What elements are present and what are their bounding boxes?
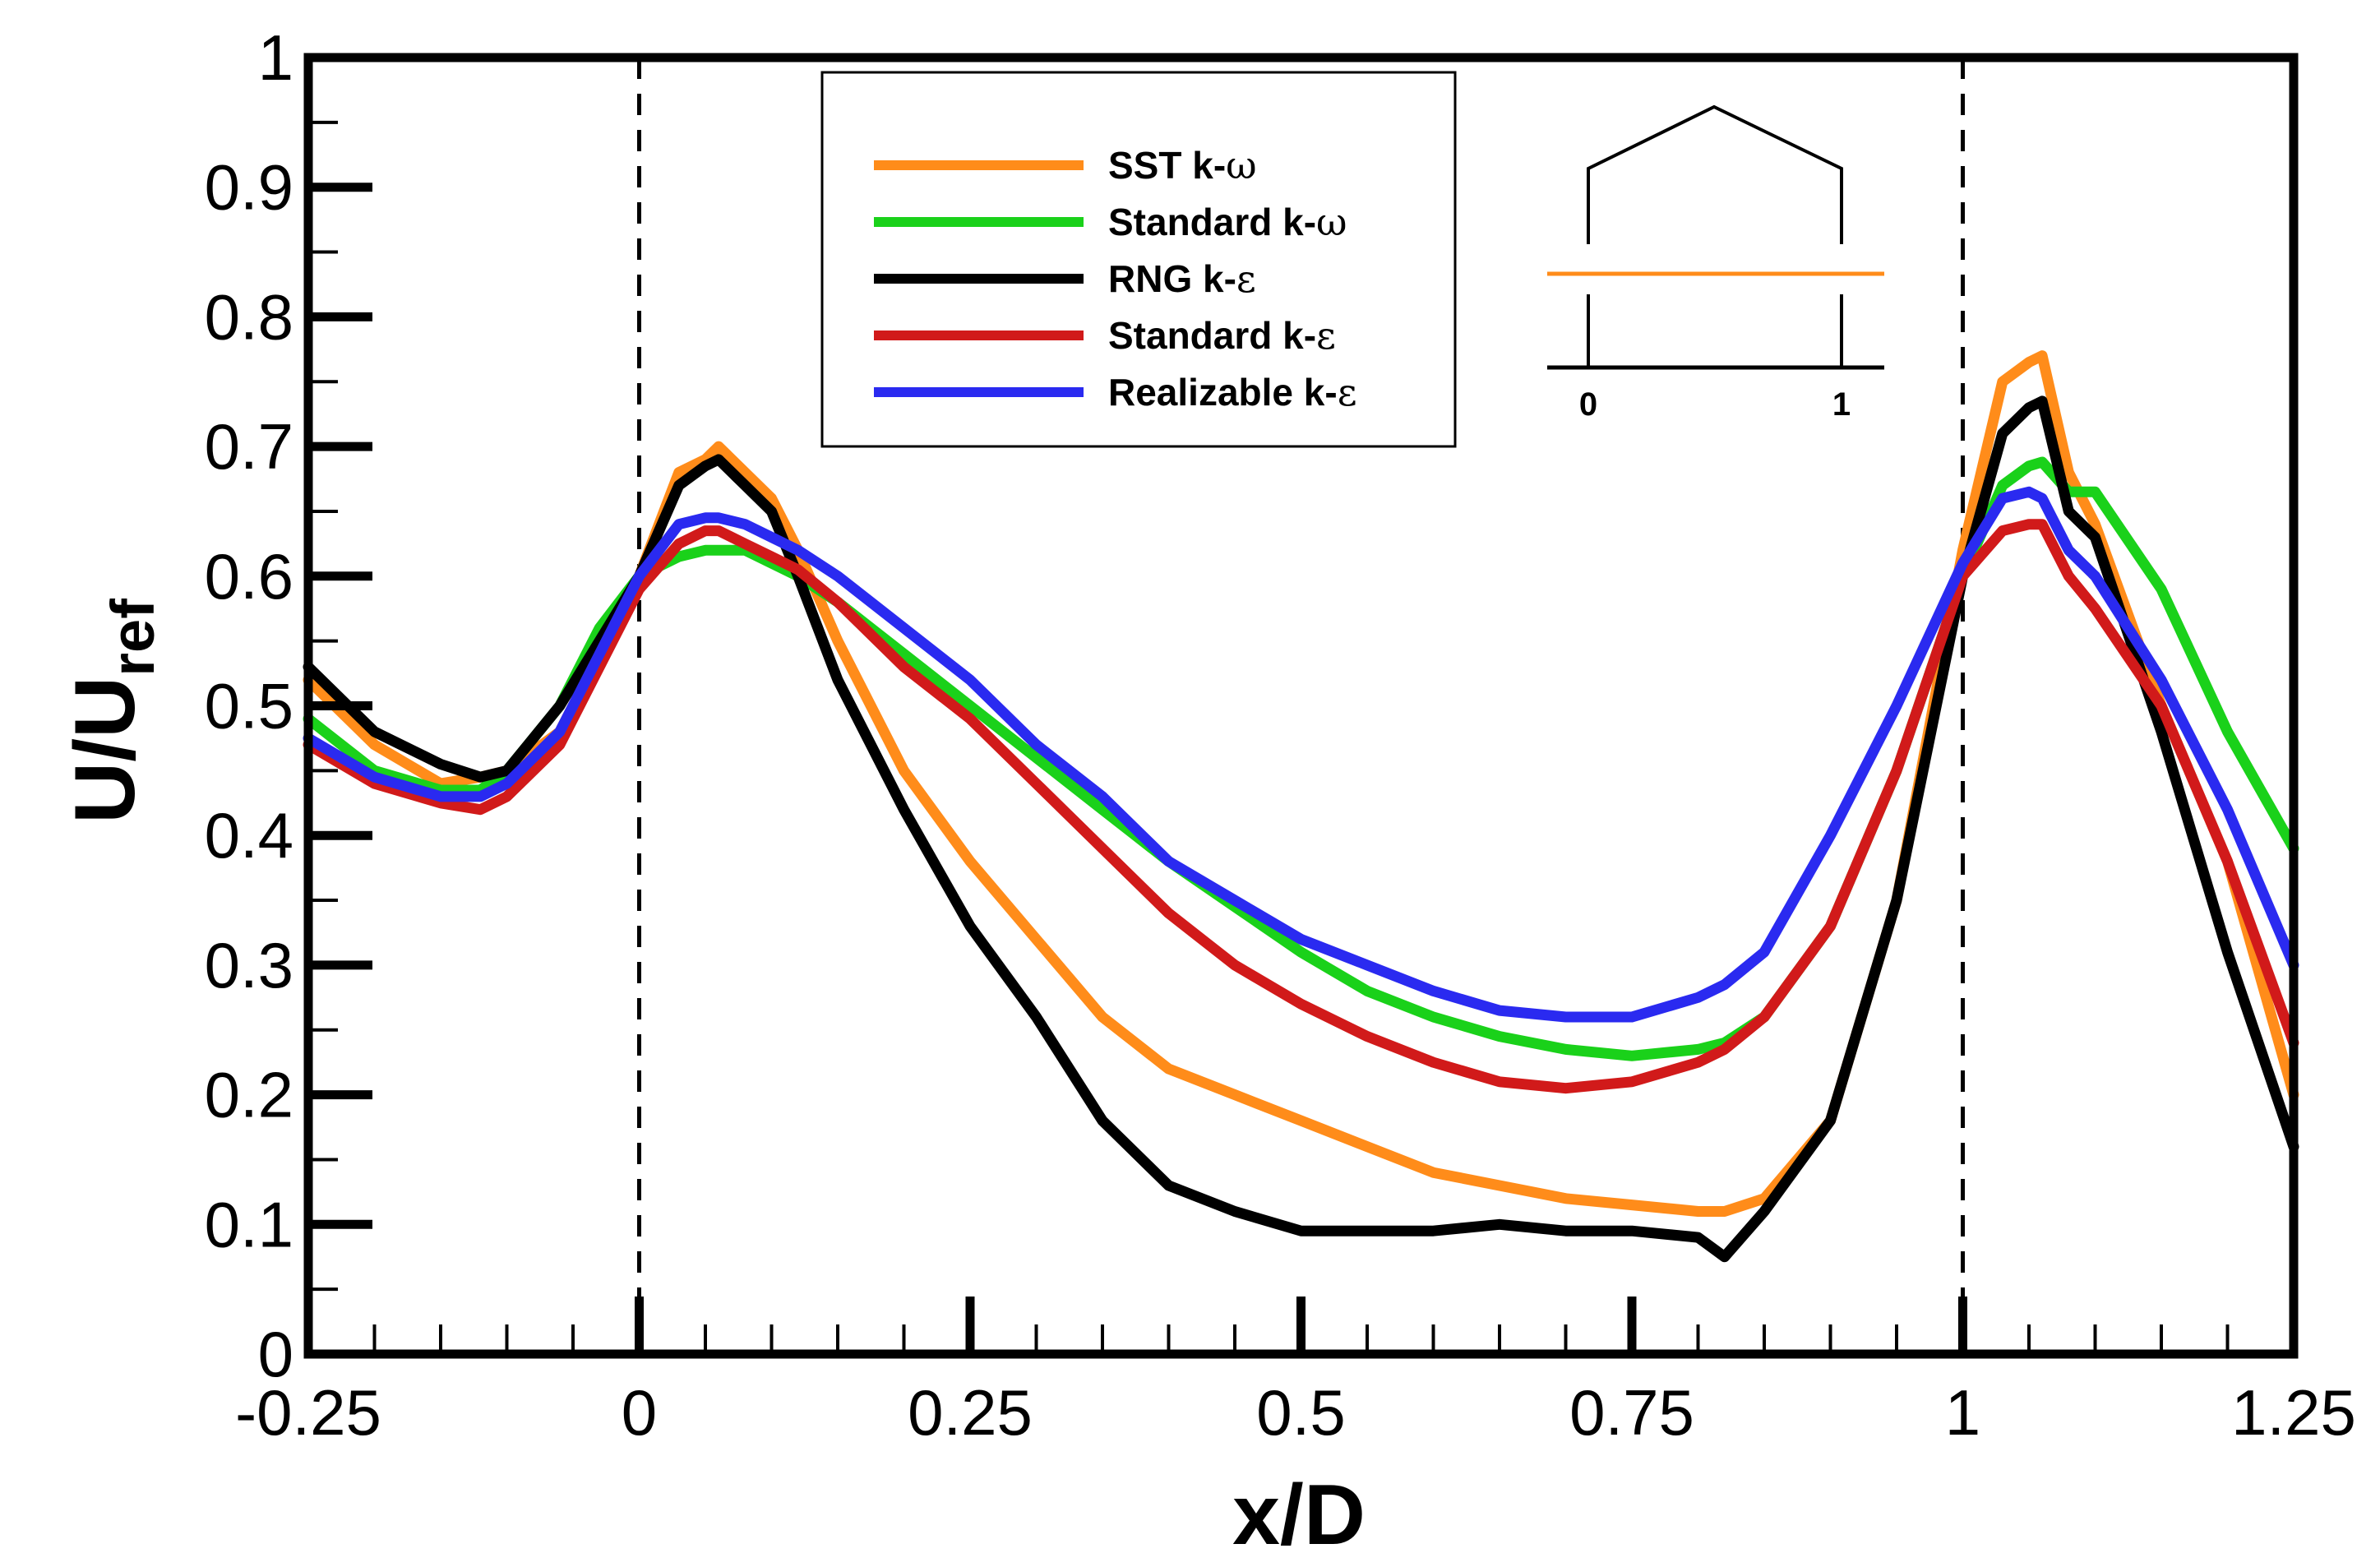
- legend-label-symbol: ω: [1316, 200, 1347, 244]
- inset-diagram: 0 1: [1547, 104, 1884, 423]
- inset-tick-label-0: 0: [1579, 386, 1597, 423]
- y-tick-label: 0.6: [205, 540, 293, 612]
- y-tick-label: 0.5: [205, 670, 293, 742]
- x-tick-label: -0.25: [235, 1376, 381, 1449]
- x-tick-label: 0.25: [908, 1376, 1033, 1449]
- axis-ticks: [303, 53, 2299, 1359]
- y-tick-label: 0.1: [205, 1188, 293, 1260]
- series-line-3: [303, 519, 2299, 1094]
- legend-box: [820, 71, 1457, 448]
- inset-tick-label-1: 1: [1832, 386, 1851, 423]
- x-axis-title: x/D: [1232, 1468, 1366, 1563]
- series-line-4: [303, 486, 2299, 1023]
- y-tick-label: 0.7: [205, 410, 293, 483]
- legend-label-1: Standard k-ω: [1108, 200, 1347, 244]
- y-tick-label: 0.9: [205, 151, 293, 224]
- legend-label-symbol: ε: [1316, 313, 1336, 358]
- series-group: [303, 350, 2299, 1263]
- legend-label-symbol: ε: [1338, 370, 1357, 414]
- legend-label-text: RNG k-: [1108, 257, 1236, 300]
- legend-label-0: SST k-ω: [1108, 143, 1257, 187]
- y-axis-title: U/Uref: [58, 599, 167, 824]
- x-tick-label: 0.5: [1256, 1376, 1345, 1449]
- y-axis-title-main: U/U: [58, 677, 153, 824]
- x-tick-labels: -0.25 0 0.25 0.5 0.75 1 1.25: [235, 1376, 2356, 1449]
- x-tick-label: 0: [622, 1376, 657, 1449]
- y-tick-label: 0.3: [205, 929, 293, 1001]
- series-line-0: [303, 350, 2299, 1217]
- series-line-2: [303, 395, 2299, 1263]
- legend-label-4: Realizable k-ε: [1108, 370, 1357, 414]
- x-tick-label: 0.75: [1569, 1376, 1694, 1449]
- inset-building-outline: [1587, 104, 1843, 244]
- legend-label-text: Standard k-: [1108, 314, 1316, 357]
- legend-label-symbol: ω: [1226, 143, 1257, 187]
- y-axis-title-sub: ref: [99, 599, 167, 677]
- y-tick-label: 0.8: [205, 280, 293, 353]
- x-tick-label: 1.25: [2231, 1376, 2356, 1449]
- x-tick-label: 1: [1945, 1376, 1980, 1449]
- y-tick-label: 0: [258, 1318, 293, 1390]
- y-tick-label: 1: [258, 21, 293, 94]
- series-line-1: [303, 456, 2299, 1061]
- legend-label-3: Standard k-ε: [1108, 313, 1336, 358]
- legend-label-symbol: ε: [1236, 257, 1256, 301]
- legend-label-text: Realizable k-: [1108, 371, 1338, 414]
- y-tick-labels: 0 0.1 0.2 0.3 0.4 0.5 0.6 0.7 0.8 0.9 1: [205, 21, 293, 1390]
- legend-label-text: SST k-: [1108, 144, 1226, 187]
- y-tick-label: 0.2: [205, 1059, 293, 1131]
- legend-label-2: RNG k-ε: [1108, 257, 1256, 301]
- y-tick-label: 0.4: [205, 799, 293, 871]
- legend-label-text: Standard k-: [1108, 201, 1316, 243]
